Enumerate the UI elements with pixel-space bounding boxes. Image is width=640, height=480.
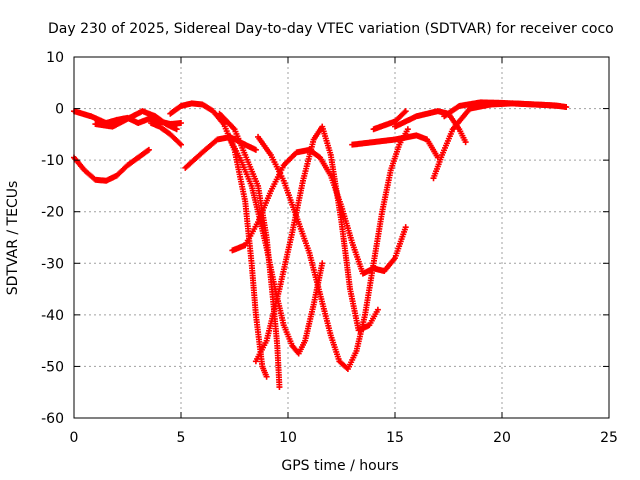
y-tick-label: -10 [41,153,64,169]
plot-frame [73,56,610,419]
y-tick-label: -40 [41,308,64,324]
data-series-arc-j [252,123,381,365]
data-series-arc-c [92,108,180,133]
data-series-arc-f [148,120,184,148]
y-tick-label: 10 [46,50,64,66]
data-series-arc-l [349,132,441,161]
data-series-arc-h [227,136,326,357]
data-series-arc-n [392,108,469,146]
x-tick-label: 5 [177,430,186,446]
x-axis-label: GPS time / hours [281,458,398,474]
series-markers [255,126,411,373]
data-series-arc-k [255,126,411,373]
y-tick-label: -50 [41,359,64,375]
series-markers [227,136,326,357]
x-tick-label: 25 [600,430,618,446]
data-series-arc-m [370,108,409,133]
series-markers [392,108,469,146]
series-markers [148,120,184,148]
x-tick-label: 15 [386,430,404,446]
chart-title: Day 230 of 2025, Sidereal Day-to-day VTE… [48,21,614,37]
series-markers [252,123,381,365]
data-series-arc-a [71,146,152,184]
series-markers [167,100,270,380]
y-tick-label: 0 [55,102,64,118]
y-tick-label: -30 [41,256,64,272]
y-axis-label: SDTVAR / TECUs [5,181,21,296]
series-markers [441,99,563,120]
series-markers [182,133,259,171]
data-series-arc-e [182,133,259,171]
data-series-arc-d [167,100,270,380]
x-tick-label: 10 [279,430,297,446]
series-markers [92,108,180,133]
x-tick-label: 0 [70,430,79,446]
grid [74,57,609,418]
y-tick-label: -60 [41,411,64,427]
y-tick-label: -20 [41,205,64,221]
plot-area [71,99,570,391]
series-markers [71,146,152,184]
series-markers [349,132,441,161]
x-tick-label: 20 [493,430,511,446]
axes: 0 5 10 15 20 25 -60 -50 -40 -30 -20 -10 0 10 [41,50,618,446]
series-markers [370,108,409,133]
data-series-arc-p [441,99,563,120]
